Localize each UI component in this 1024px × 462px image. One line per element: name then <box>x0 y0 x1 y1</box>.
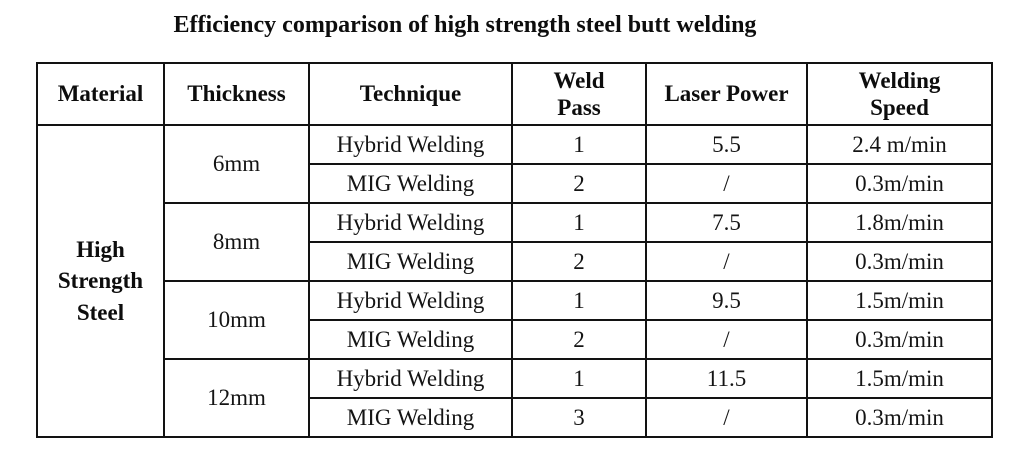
header-cell-weld-pass: Weld Pass <box>511 62 647 126</box>
cell-weld-pass: 1 <box>511 202 647 243</box>
cell-weld-pass: 1 <box>511 358 647 399</box>
header-row: Material Thickness Technique Weld Pass L… <box>36 62 993 126</box>
welding-comparison-table: Material Thickness Technique Weld Pass L… <box>36 62 993 438</box>
table-row: MIG Welding 2 / 0.3m/min <box>37 241 993 282</box>
header-cell-thickness: Thickness <box>163 62 310 126</box>
cell-laser-power: 9.5 <box>645 280 808 321</box>
cell-laser-power: 5.5 <box>645 124 808 165</box>
cell-welding-speed: 0.3m/min <box>806 241 993 282</box>
cell-weld-pass: 2 <box>511 319 647 360</box>
table-row: 8mm Hybrid Welding 1 7.5 1.8m/min <box>37 202 993 282</box>
cell-weld-pass: 3 <box>511 397 647 438</box>
cell-welding-speed: 0.3m/min <box>806 397 993 438</box>
table-row: 10mm Hybrid Welding 1 9.5 1.5m/min <box>37 280 993 360</box>
cell-technique: MIG Welding <box>308 241 513 282</box>
cell-material: High Strength Steel <box>36 124 165 438</box>
table-row: High Strength Steel 6mm Hybrid Welding 1… <box>36 124 993 438</box>
cell-welding-speed: 1.5m/min <box>806 358 993 399</box>
table-row: MIG Welding 2 / 0.3m/min <box>37 319 993 360</box>
cell-thickness-12mm: 12mm <box>163 358 310 438</box>
cell-thickness-8mm: 8mm <box>163 202 310 282</box>
cell-welding-speed: 0.3m/min <box>806 319 993 360</box>
header-cell-material: Material <box>36 62 165 126</box>
cell-technique: MIG Welding <box>308 397 513 438</box>
header-cell-technique: Technique <box>308 62 513 126</box>
cell-welding-speed: 1.8m/min <box>806 202 993 243</box>
header-cell-welding-speed: Welding Speed <box>806 62 993 126</box>
cell-laser-power: / <box>645 397 808 438</box>
header-cell-laser-power: Laser Power <box>645 62 808 126</box>
cell-technique: Hybrid Welding <box>308 358 513 399</box>
cell-thickness-10mm: 10mm <box>163 280 310 360</box>
page-title: Efficiency comparison of high strength s… <box>173 12 757 38</box>
table-row: MIG Welding 2 / 0.3m/min <box>37 163 993 204</box>
cell-weld-pass: 1 <box>511 124 647 165</box>
cell-technique: Hybrid Welding <box>308 202 513 243</box>
cell-laser-power: 11.5 <box>645 358 808 399</box>
cell-weld-pass: 1 <box>511 280 647 321</box>
cell-weld-pass: 2 <box>511 163 647 204</box>
cell-laser-power: 7.5 <box>645 202 808 243</box>
cell-welding-speed: 2.4 m/min <box>806 124 993 165</box>
table-row: 12mm Hybrid Welding 1 11.5 1.5m/min <box>37 358 993 438</box>
cell-thickness-6mm: 6mm <box>163 124 310 204</box>
cell-laser-power: / <box>645 163 808 204</box>
cell-welding-speed: 1.5m/min <box>806 280 993 321</box>
cell-welding-speed: 0.3m/min <box>806 163 993 204</box>
cell-laser-power: / <box>645 241 808 282</box>
cell-technique: Hybrid Welding <box>308 124 513 165</box>
cell-technique: MIG Welding <box>308 319 513 360</box>
table-row: MIG Welding 3 / 0.3m/min <box>37 397 993 438</box>
cell-laser-power: / <box>645 319 808 360</box>
cell-weld-pass: 2 <box>511 241 647 282</box>
cell-technique: MIG Welding <box>308 163 513 204</box>
cell-technique: Hybrid Welding <box>308 280 513 321</box>
